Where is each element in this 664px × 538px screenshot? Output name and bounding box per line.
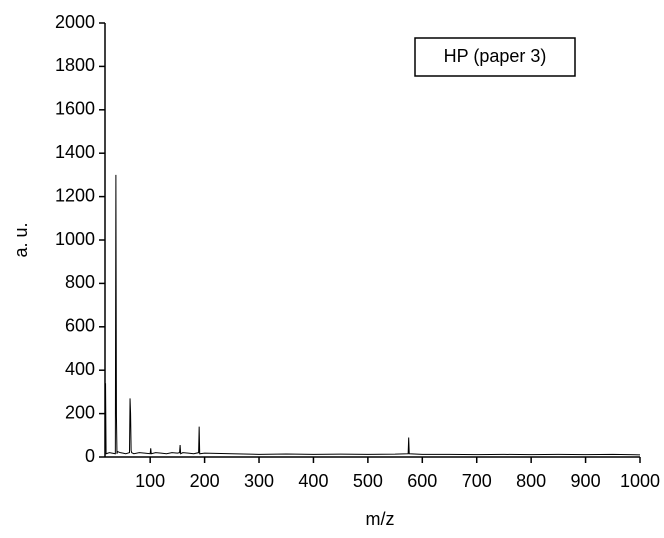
spectrum-line — [104, 174, 641, 456]
y-tick-label: 1200 — [55, 185, 95, 205]
y-tick-label: 1600 — [55, 99, 95, 119]
y-tick-label: 0 — [85, 446, 95, 466]
x-tick-label: 800 — [516, 471, 546, 491]
x-tick-label: 1000 — [620, 471, 660, 491]
x-tick-label: 600 — [407, 471, 437, 491]
y-tick-label: 800 — [65, 272, 95, 292]
x-axis-label: m/z — [366, 509, 395, 529]
x-tick-label: 300 — [244, 471, 274, 491]
x-tick-label: 700 — [462, 471, 492, 491]
y-tick-label: 600 — [65, 316, 95, 336]
y-tick-label: 400 — [65, 359, 95, 379]
y-tick-label: 1400 — [55, 142, 95, 162]
y-tick-label: 200 — [65, 402, 95, 422]
x-tick-label: 200 — [190, 471, 220, 491]
legend-label: HP (paper 3) — [444, 46, 547, 66]
y-tick-label: 1800 — [55, 55, 95, 75]
y-tick-label: 1000 — [55, 229, 95, 249]
x-tick-label: 500 — [353, 471, 383, 491]
y-tick-label: 2000 — [55, 12, 95, 32]
legend-box — [414, 37, 576, 77]
x-tick-label: 900 — [571, 471, 601, 491]
y-axis-label: a. u. — [11, 222, 31, 257]
x-tick-label: 400 — [298, 471, 328, 491]
x-tick-label: 100 — [135, 471, 165, 491]
